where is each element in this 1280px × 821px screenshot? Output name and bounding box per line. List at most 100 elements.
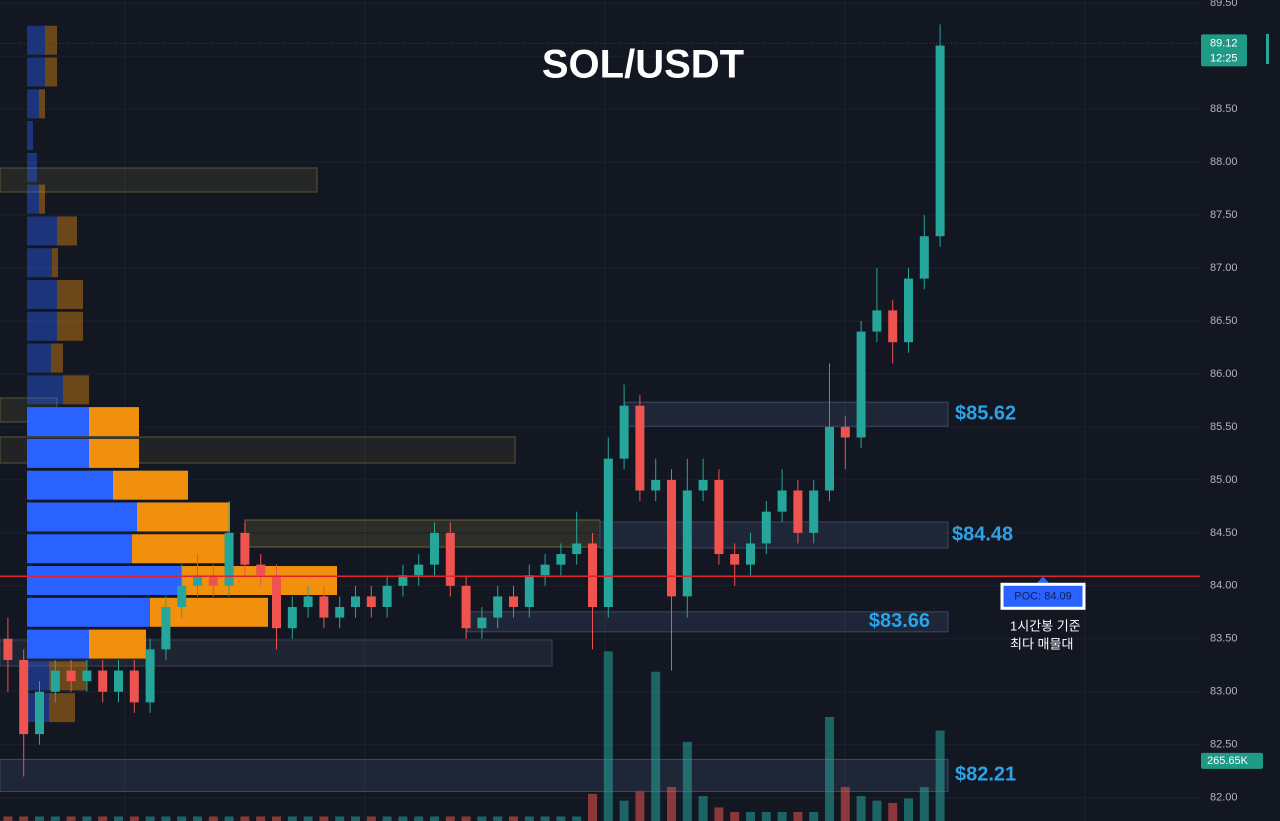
- volume-bar: [461, 816, 471, 821]
- annotation: 최다 매물대: [1010, 637, 1073, 652]
- volume-bar: [414, 816, 424, 821]
- candle-body: [777, 490, 787, 512]
- profile-buy: [27, 534, 132, 564]
- profile-buy: [27, 280, 57, 310]
- candle-body: [50, 670, 60, 692]
- candle-body: [351, 596, 360, 608]
- profile-sell: [57, 280, 83, 310]
- profile-sell: [89, 629, 146, 659]
- y-tick-label: 83.00: [1210, 686, 1238, 698]
- candle-body: [430, 532, 439, 565]
- volume-bar: [208, 816, 218, 821]
- candle-body: [872, 310, 882, 332]
- profile-buy: [27, 502, 137, 532]
- candle-body: [287, 607, 297, 629]
- candle-body: [588, 543, 597, 608]
- profile-sell: [132, 534, 232, 564]
- candle-body: [714, 479, 724, 555]
- candle-body: [825, 426, 834, 491]
- volume-bar: [50, 816, 60, 821]
- profile-sell: [63, 375, 89, 405]
- profile-buy: [27, 311, 57, 341]
- candle-body: [145, 649, 155, 703]
- volume-bar: [366, 816, 376, 821]
- volume-bar: [730, 811, 740, 821]
- profile-buy: [27, 597, 150, 627]
- volume-bar: [746, 811, 755, 821]
- profile-buy: [27, 438, 89, 468]
- candle-body: [730, 554, 740, 565]
- volume-bar: [129, 816, 139, 821]
- candle-body: [619, 405, 629, 459]
- volume-bar: [698, 796, 708, 821]
- volume-bar: [193, 816, 202, 821]
- volume-bar: [524, 816, 534, 821]
- volume-bar: [287, 816, 297, 821]
- candle-body: [272, 575, 281, 629]
- volume-bar: [682, 741, 692, 821]
- candle-body: [224, 532, 234, 586]
- candle-body: [493, 596, 503, 618]
- volume-bar: [904, 798, 913, 821]
- candle-body: [208, 575, 218, 586]
- level-box: [0, 758, 949, 792]
- volume-bar: [398, 816, 408, 821]
- profile-sell: [137, 502, 230, 532]
- profile-buy: [27, 89, 39, 119]
- volume-bar: [114, 816, 123, 821]
- candle-body: [19, 659, 29, 735]
- volume-tag-label: 265.65K: [1207, 755, 1249, 767]
- profile-sell: [89, 407, 139, 437]
- price-marker: [1266, 34, 1269, 64]
- profile-buy: [27, 629, 89, 659]
- candle-body: [335, 607, 345, 618]
- profile-buy: [27, 25, 45, 55]
- volume-bar: [430, 816, 439, 821]
- candle-body: [746, 543, 755, 565]
- candle-body: [540, 564, 550, 576]
- candle-body: [651, 479, 661, 491]
- profile-buy: [27, 343, 51, 373]
- candle-body: [398, 575, 408, 586]
- profile-sell: [52, 248, 58, 278]
- volume-bar: [809, 811, 819, 821]
- zone: [244, 519, 601, 548]
- poc-label: POC: 84.09: [1014, 591, 1071, 603]
- candle-body: [303, 596, 313, 608]
- profile-sell: [89, 438, 139, 468]
- level-label: $83.66: [869, 610, 930, 632]
- volume-bar: [256, 816, 266, 821]
- candle-body: [556, 554, 566, 565]
- profile-sell: [45, 57, 57, 87]
- profile-sell: [39, 89, 45, 119]
- profile-buy: [27, 407, 89, 437]
- volume-bar: [572, 816, 582, 821]
- volume-bar: [335, 816, 345, 821]
- y-tick-label: 89.50: [1210, 0, 1238, 9]
- y-tick-label: 82.00: [1210, 792, 1238, 804]
- candle-body: [698, 479, 708, 491]
- volume-bar: [840, 787, 850, 821]
- price-tag-box: [1201, 34, 1247, 67]
- volume-bar: [667, 787, 676, 821]
- volume-bar: [3, 816, 13, 821]
- profile-buy: [27, 216, 57, 246]
- poc-pointer: [1036, 576, 1050, 585]
- annotation: 1시간봉 기준: [1010, 619, 1081, 634]
- candle-body: [840, 426, 850, 438]
- candle-body: [793, 490, 803, 533]
- y-tick-label: 83.50: [1210, 633, 1238, 645]
- profile-sell: [57, 216, 77, 246]
- profile-sell: [113, 470, 188, 500]
- candle-body: [461, 585, 471, 629]
- volume-bar: [872, 800, 882, 821]
- candle-body: [414, 564, 424, 576]
- y-tick-label: 88.00: [1210, 156, 1238, 168]
- candle-body: [809, 490, 819, 533]
- volume-bar: [319, 816, 329, 821]
- volume-bar: [82, 816, 92, 821]
- candle-body: [382, 585, 392, 608]
- y-tick-label: 87.50: [1210, 209, 1238, 221]
- volume-bar: [240, 816, 250, 821]
- profile-sell: [39, 184, 45, 214]
